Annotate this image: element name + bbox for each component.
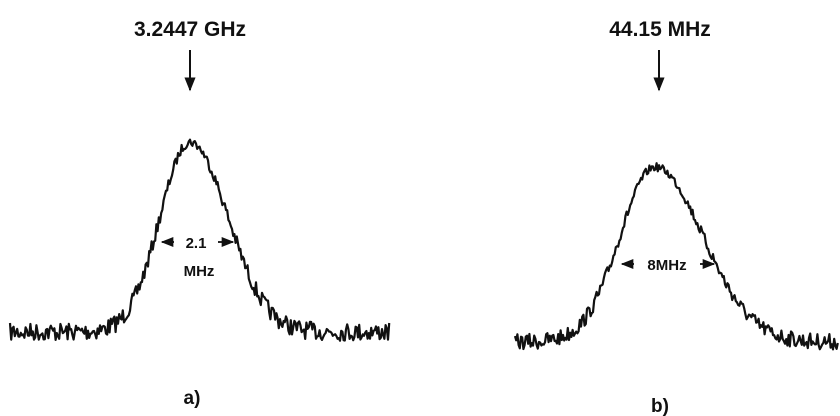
panel-label: b) [651,396,669,416]
spectrum-trace [513,162,839,351]
width-label: 8MHz [647,257,686,274]
panel-a: 3.2447 GHz 2.1 MHz a) [8,18,391,409]
panel-b: 44.15 MHz 8MHz b) [513,18,839,416]
width-value: 2.1 [186,235,207,252]
frequency-label: 3.2447 GHz [134,18,246,41]
panel-label: a) [184,388,201,409]
spectrum-trace [8,138,391,342]
frequency-label: 44.15 MHz [609,18,711,41]
width-unit: MHz [184,263,215,280]
